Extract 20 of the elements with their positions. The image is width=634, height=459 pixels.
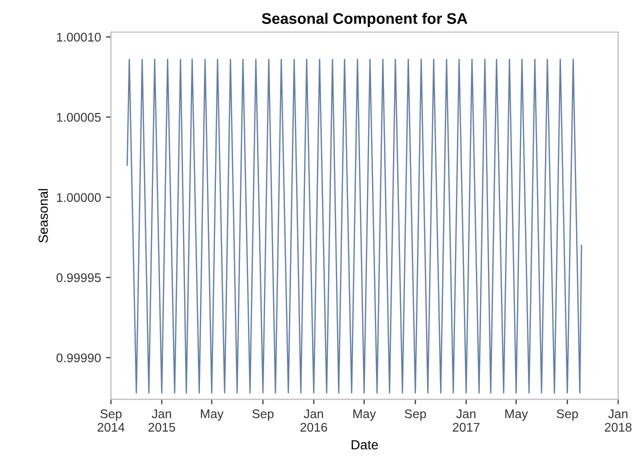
line-series xyxy=(126,58,582,394)
x-tick-label: Sep 2014 xyxy=(98,409,124,432)
chart-title: Seasonal Component for SA xyxy=(262,12,468,27)
x-tick-label: Jan 2018 xyxy=(604,410,632,432)
x-tick-label: May xyxy=(353,410,376,421)
x-tick-label: Jan 2015 xyxy=(148,410,176,432)
x-tick-label: Jan 2016 xyxy=(300,410,328,432)
y-tick-label: 1.00010 xyxy=(57,32,101,42)
x-tick-label: Sep xyxy=(404,409,426,421)
y-tick-label: 0.99990 xyxy=(56,353,101,362)
x-tick-label: Sep xyxy=(556,409,578,421)
y-tick-label: 1.00000 xyxy=(57,193,101,202)
x-axis-title: Date xyxy=(352,440,378,450)
x-tick-label: May xyxy=(505,410,528,421)
x-tick-label: Jan 2017 xyxy=(452,410,480,432)
y-axis-title: Seasonal xyxy=(38,189,48,243)
y-tick-label: 0.99995 xyxy=(56,273,101,282)
x-tick-label: May xyxy=(200,410,224,421)
y-tick-label: 1.00005 xyxy=(57,112,101,122)
x-tick-label: Sep xyxy=(252,409,274,421)
